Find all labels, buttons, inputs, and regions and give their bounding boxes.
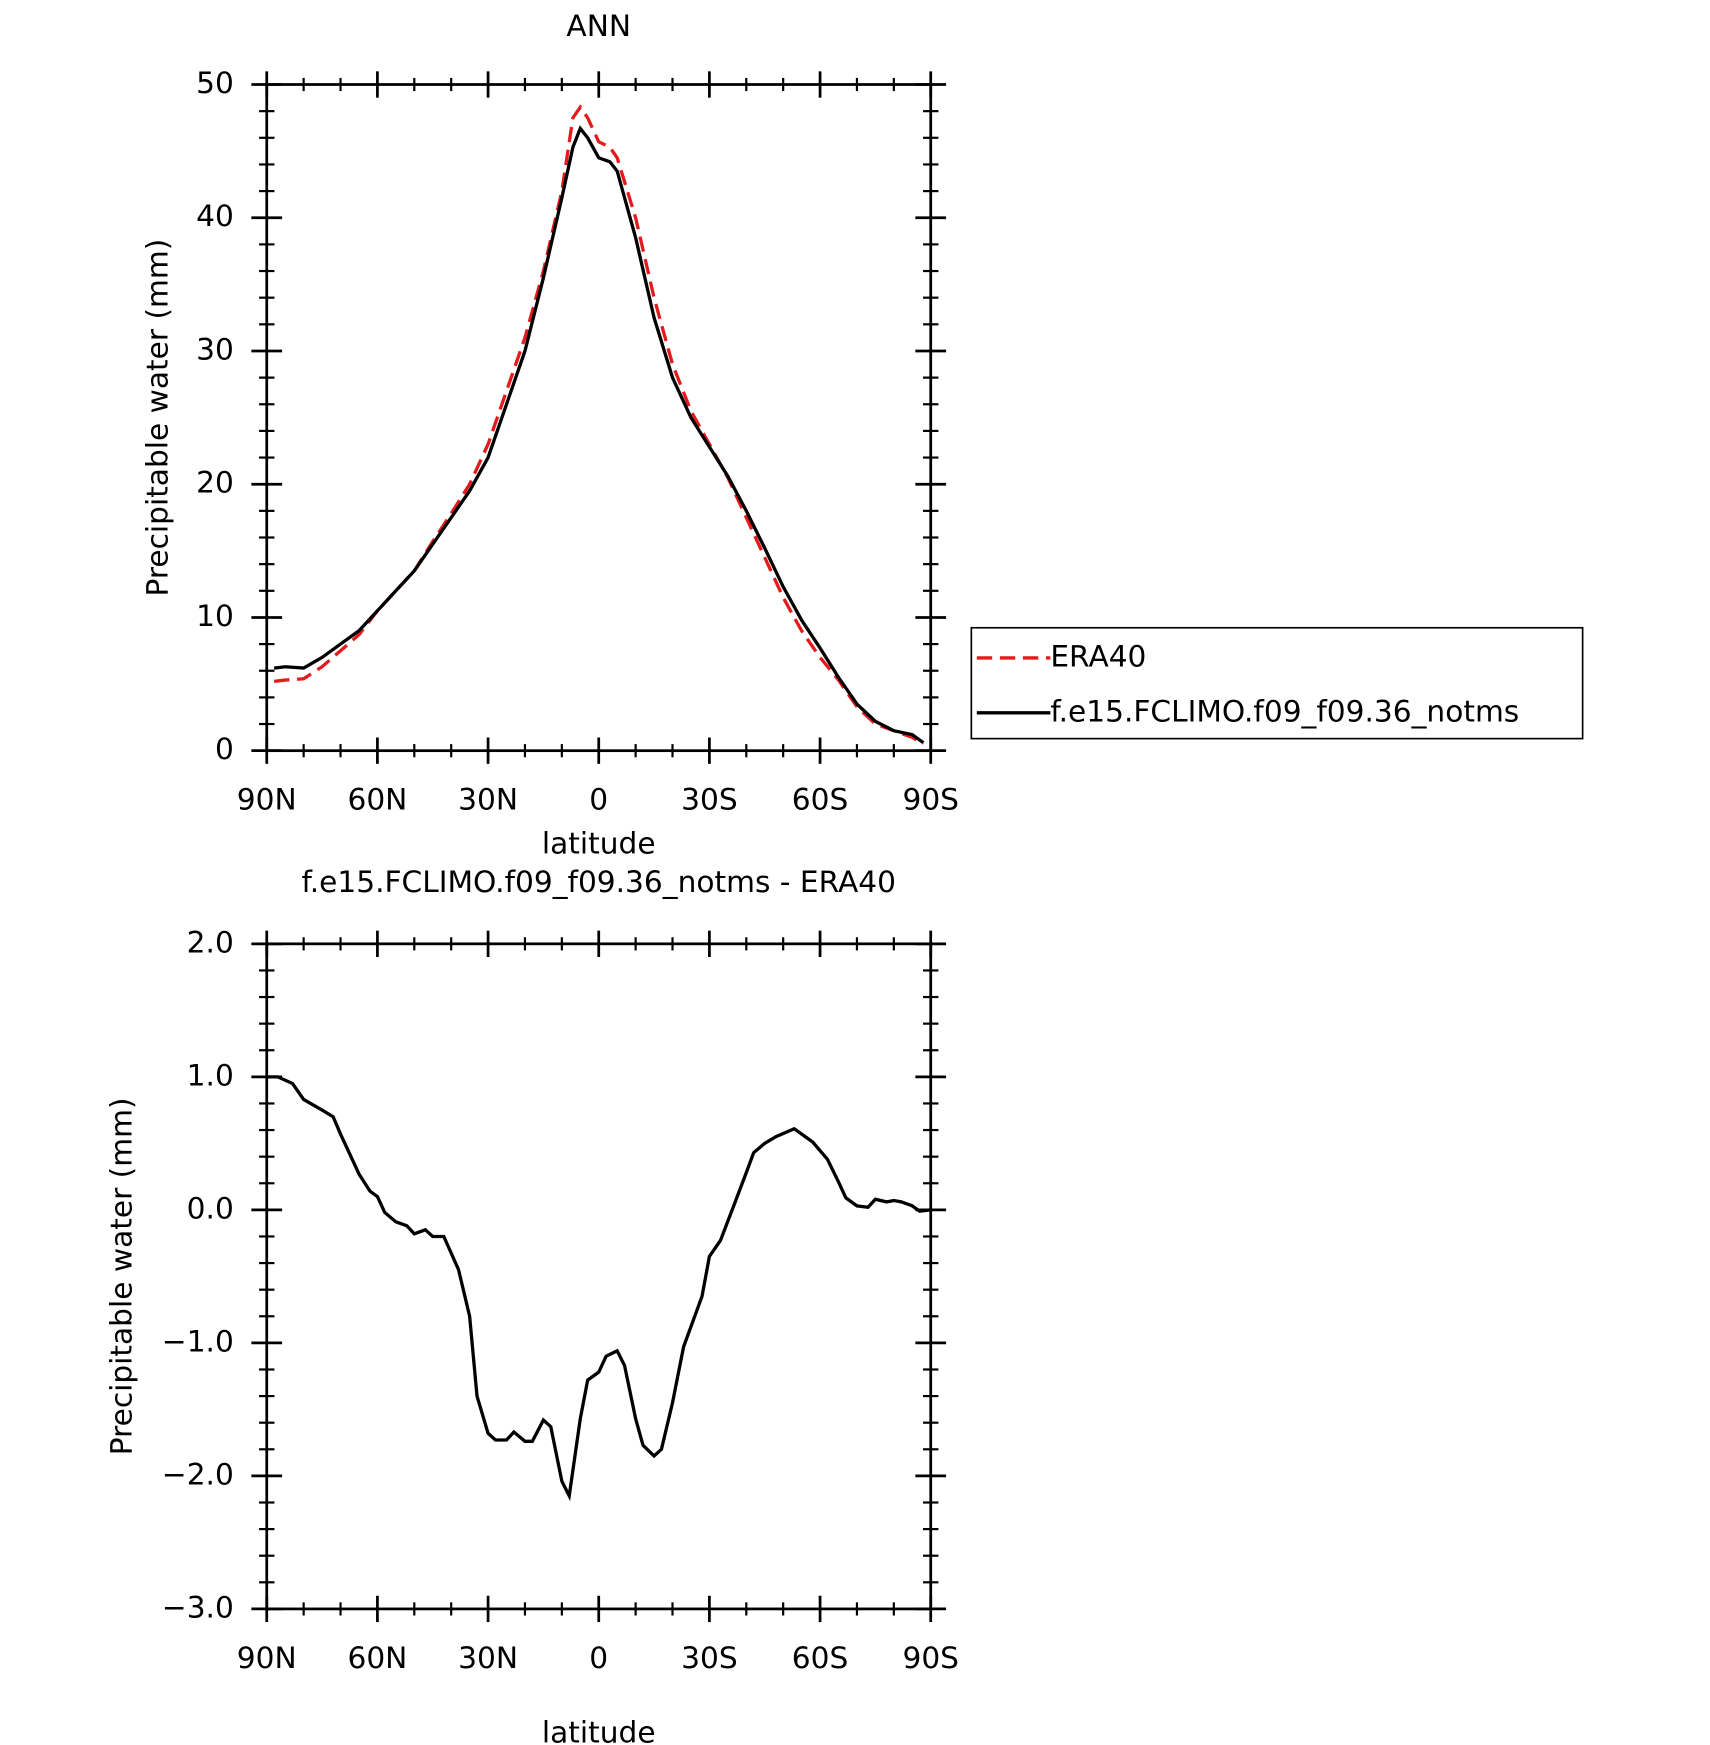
plot-frame bbox=[265, 83, 933, 753]
y-tick-label: 10 bbox=[196, 598, 234, 633]
y-tick-label: −1.0 bbox=[162, 1323, 234, 1358]
x-tick-label: 30N bbox=[458, 782, 518, 817]
data-line bbox=[266, 1075, 931, 1502]
x-tick-label: 60N bbox=[347, 1640, 407, 1675]
data-line bbox=[273, 104, 925, 746]
x-tick-label: 0 bbox=[589, 1640, 608, 1675]
x-tick-label: 30N bbox=[458, 1640, 518, 1675]
x-tick-label: 90S bbox=[902, 782, 959, 817]
legend-label: ERA40 bbox=[1050, 638, 1146, 673]
x-tick-label: 90N bbox=[237, 782, 297, 817]
x-tick-label: 30S bbox=[681, 1640, 738, 1675]
y-tick-label: 2.0 bbox=[187, 924, 234, 959]
y-axis-label: Precipitable water (mm) bbox=[140, 239, 175, 597]
y-tick-label: 1.0 bbox=[187, 1057, 234, 1092]
y-tick-label: 50 bbox=[196, 65, 234, 100]
x-tick-label: 60N bbox=[347, 782, 407, 817]
plot-frame bbox=[265, 942, 933, 1611]
x-axis-label: latitude bbox=[542, 1715, 656, 1745]
y-tick-label: 0 bbox=[215, 731, 234, 766]
legend-box bbox=[970, 626, 1584, 740]
chart-title: ANN bbox=[566, 8, 631, 43]
y-tick-label: −2.0 bbox=[162, 1456, 234, 1491]
x-axis-label: latitude bbox=[542, 826, 656, 861]
y-tick-label: 20 bbox=[196, 465, 234, 500]
chart-title: f.e15.FCLIMO.f09_f09.36_notms - ERA40 bbox=[301, 864, 895, 899]
x-tick-label: 60S bbox=[792, 782, 849, 817]
data-line bbox=[273, 125, 925, 745]
x-tick-label: 0 bbox=[589, 782, 608, 817]
y-tick-label: 30 bbox=[196, 331, 234, 366]
y-tick-label: 0.0 bbox=[187, 1190, 234, 1225]
x-tick-label: 60S bbox=[792, 1640, 849, 1675]
x-tick-label: 30S bbox=[681, 782, 738, 817]
y-axis-label: Precipitable water (mm) bbox=[103, 1097, 138, 1455]
x-tick-label: 90N bbox=[237, 1640, 297, 1675]
legend-label: f.e15.FCLIMO.f09_f09.36_notms bbox=[1050, 693, 1519, 728]
y-tick-label: 40 bbox=[196, 198, 234, 233]
y-tick-label: −3.0 bbox=[162, 1589, 234, 1624]
x-tick-label: 90S bbox=[902, 1640, 959, 1675]
